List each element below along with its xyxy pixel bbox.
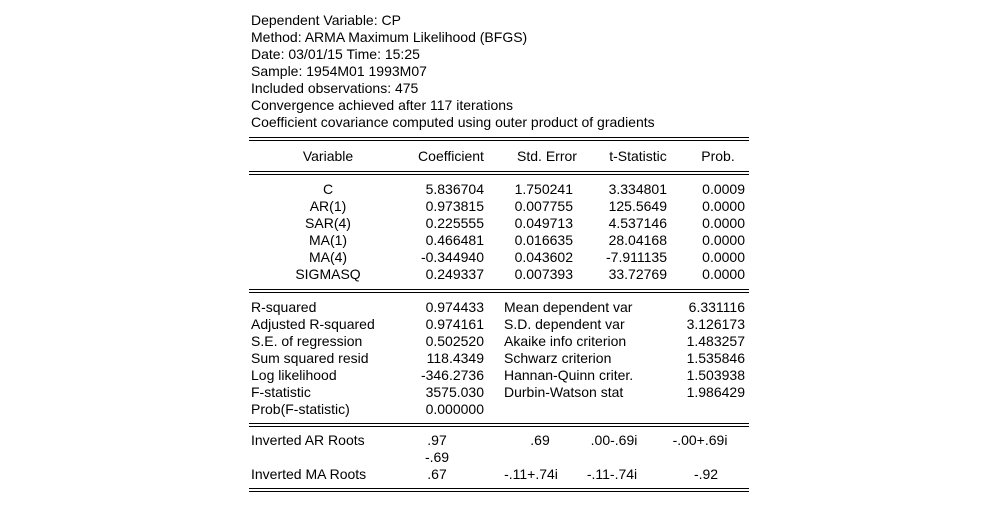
coefficient-value: 0.249337 bbox=[425, 266, 484, 282]
inverted-ma-roots-label: Inverted MA Roots bbox=[251, 466, 367, 482]
statistic-value: 6.331116 bbox=[688, 299, 745, 315]
statistic-value: 0.000000 bbox=[425, 401, 484, 417]
statistic-label: Sum squared resid bbox=[251, 350, 369, 366]
column-header-rule bbox=[249, 171, 749, 172]
variable-name: MA(1) bbox=[308, 232, 348, 248]
statistic-value: 1.483257 bbox=[686, 333, 745, 349]
ar-root-value: .69 bbox=[530, 432, 550, 448]
column-header-rule bbox=[249, 174, 749, 175]
coefficient-value: -0.344940 bbox=[420, 249, 484, 265]
statistic-value: 0.974161 bbox=[425, 316, 484, 332]
ma-root-value: -.11+.74i bbox=[504, 466, 558, 482]
statistic-value: 0.974433 bbox=[425, 299, 484, 315]
statistic-label: Durbin-Watson stat bbox=[504, 384, 624, 400]
std-error-value: 0.007393 bbox=[514, 266, 573, 282]
std-error-value: 0.043602 bbox=[514, 249, 573, 265]
prob-value: 0.0000 bbox=[702, 198, 745, 214]
statistics-bottom-rule bbox=[249, 423, 749, 424]
ar-root-value: .97 bbox=[427, 432, 447, 448]
header-convergence: Convergence achieved after 117 iteration… bbox=[251, 97, 514, 113]
column-header-t-statistic: t-Statistic bbox=[609, 148, 667, 164]
header-method: Method: ARMA Maximum Likelihood (BFGS) bbox=[251, 29, 528, 45]
variable-name: SIGMASQ bbox=[295, 266, 361, 282]
table-top-rule bbox=[249, 137, 749, 138]
column-header-prob: Prob. bbox=[701, 148, 735, 164]
coefficient-value: 0.225555 bbox=[425, 215, 484, 231]
column-header-std-error: Std. Error bbox=[517, 148, 577, 164]
header-sample: Sample: 1954M01 1993M07 bbox=[251, 63, 427, 79]
statistic-value: 3575.030 bbox=[425, 384, 484, 400]
statistic-value: 3.126173 bbox=[686, 316, 745, 332]
variable-name: C bbox=[322, 181, 334, 197]
ar-root-value: .00-.69i bbox=[590, 432, 638, 448]
statistic-value: 1.986429 bbox=[686, 384, 745, 400]
coefficient-value: 0.973815 bbox=[425, 198, 484, 214]
std-error-value: 0.016635 bbox=[514, 232, 573, 248]
statistics-bottom-rule bbox=[249, 426, 749, 427]
ma-root-value: -.11-.74i bbox=[586, 466, 638, 482]
statistic-value: -346.2736 bbox=[420, 367, 484, 383]
t-statistic-value: 28.04168 bbox=[608, 232, 667, 248]
variable-name: MA(4) bbox=[308, 249, 348, 265]
statistic-label: Akaike info criterion bbox=[504, 333, 627, 349]
prob-value: 0.0000 bbox=[702, 266, 745, 282]
t-statistic-value: 125.5649 bbox=[608, 198, 667, 214]
prob-value: 0.0000 bbox=[702, 249, 745, 265]
table-bottom-rule bbox=[249, 491, 749, 492]
std-error-value: 0.049713 bbox=[514, 215, 573, 231]
std-error-value: 0.007755 bbox=[514, 198, 573, 214]
ar-root-value: -.00+.69i bbox=[672, 432, 728, 448]
variable-name: SAR(4) bbox=[305, 215, 351, 231]
statistic-label: Mean dependent var bbox=[504, 299, 633, 315]
statistic-value: 0.502520 bbox=[425, 333, 484, 349]
coefficients-bottom-rule bbox=[249, 292, 749, 293]
coefficient-value: 5.836704 bbox=[425, 181, 484, 197]
prob-value: 0.0000 bbox=[702, 232, 745, 248]
statistic-label: S.E. of regression bbox=[251, 333, 363, 349]
header-observations: Included observations: 475 bbox=[251, 80, 419, 96]
std-error-value: 1.750241 bbox=[514, 181, 573, 197]
statistic-label: Hannan-Quinn criter. bbox=[504, 367, 634, 383]
header-covariance: Coefficient covariance computed using ou… bbox=[251, 114, 655, 130]
statistic-label: S.D. dependent var bbox=[504, 316, 625, 332]
inverted-ar-roots-label: Inverted AR Roots bbox=[251, 432, 365, 448]
ma-root-value: .67 bbox=[427, 466, 447, 482]
statistic-value: 1.503938 bbox=[686, 367, 745, 383]
variable-name: AR(1) bbox=[309, 198, 347, 214]
statistic-value: 1.535846 bbox=[686, 350, 745, 366]
column-header-coefficient: Coefficient bbox=[418, 148, 484, 164]
prob-value: 0.0000 bbox=[702, 215, 745, 231]
column-header-variable: Variable bbox=[302, 148, 354, 164]
t-statistic-value: 3.334801 bbox=[608, 181, 667, 197]
coefficient-value: 0.466481 bbox=[425, 232, 484, 248]
prob-value: 0.0009 bbox=[702, 181, 745, 197]
coefficients-bottom-rule bbox=[249, 289, 749, 290]
statistic-label: Log likelihood bbox=[251, 367, 337, 383]
t-statistic-value: 4.537146 bbox=[608, 215, 667, 231]
statistic-label: Adjusted R-squared bbox=[251, 316, 375, 332]
table-bottom-rule bbox=[249, 488, 749, 489]
ar-root-extra-value: -.69 bbox=[424, 449, 450, 465]
table-top-rule bbox=[249, 140, 749, 141]
t-statistic-value: -7.911135 bbox=[606, 249, 667, 265]
statistic-value: 118.4349 bbox=[426, 350, 484, 366]
statistic-label: R-squared bbox=[251, 299, 317, 315]
statistic-label: Schwarz criterion bbox=[504, 350, 612, 366]
ma-root-value: -.92 bbox=[693, 466, 719, 482]
t-statistic-value: 33.72769 bbox=[608, 266, 667, 282]
header-date-time: Date: 03/01/15 Time: 15:25 bbox=[251, 46, 420, 62]
header-dependent-variable: Dependent Variable: CP bbox=[251, 12, 401, 28]
statistic-label: F-statistic bbox=[251, 384, 311, 400]
statistic-label: Prob(F-statistic) bbox=[251, 401, 350, 417]
regression-header: Dependent Variable: CP Method: ARMA Maxi… bbox=[251, 12, 655, 131]
